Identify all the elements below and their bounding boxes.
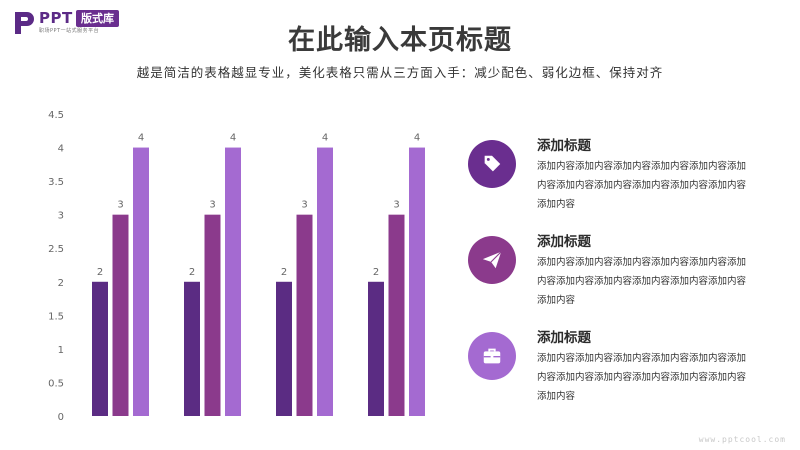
bar	[388, 214, 405, 416]
bar	[184, 281, 200, 416]
bar-data-label: 2	[189, 267, 195, 278]
bar-data-label: 3	[117, 200, 123, 211]
y-tick-label: 2	[58, 278, 64, 289]
feature-item-1: 添加标题 添加内容添加内容添加内容添加内容添加内容添加内容添加内容添加内容添加内…	[468, 134, 768, 214]
feature-title: 添加标题	[537, 330, 591, 346]
y-tick-label: 0	[58, 412, 64, 423]
y-tick-label: 3.5	[48, 177, 64, 188]
bar-data-label: 4	[322, 133, 328, 144]
feature-body: 添加内容添加内容添加内容添加内容添加内容添加内容添加内容添加内容添加内容添加内容…	[537, 161, 747, 210]
feature-icon-circle	[468, 140, 516, 188]
bar-data-label: 2	[97, 267, 103, 278]
bar-data-label: 2	[281, 267, 287, 278]
feature-item-3: 添加标题 添加内容添加内容添加内容添加内容添加内容添加内容添加内容添加内容添加内…	[468, 326, 768, 406]
tag-icon	[484, 155, 501, 172]
y-tick-label: 2.5	[48, 244, 64, 255]
y-tick-label: 4.5	[48, 110, 64, 121]
logo-mark-icon	[15, 12, 34, 34]
bar	[409, 147, 425, 417]
feature-body: 添加内容添加内容添加内容添加内容添加内容添加内容添加内容添加内容添加内容添加内容…	[537, 257, 747, 306]
bar-data-label: 4	[138, 133, 144, 144]
y-tick-label: 0.5	[48, 378, 64, 389]
y-tick-label: 1.5	[48, 311, 64, 322]
bar-chart-svg: 0 0.5 1 1.5 2 2.5 3 3.5 4 4.5 2 3 4 2 3 4 2 3 4 2 3 4	[48, 110, 425, 423]
bar-data-label: 3	[301, 200, 307, 211]
logo-tagline: 职场PPT一站式服务平台	[39, 28, 100, 34]
y-tick-label: 1	[58, 345, 64, 356]
page-title: 在此输入本页标题	[288, 25, 512, 56]
bar	[225, 147, 241, 417]
bar	[133, 147, 149, 417]
bar	[112, 214, 129, 416]
watermark: www.pptcool.com	[698, 435, 786, 444]
feature-body: 添加内容添加内容添加内容添加内容添加内容添加内容添加内容添加内容添加内容添加内容…	[537, 353, 747, 402]
feature-title: 添加标题	[537, 234, 591, 250]
bar-chart: 0 0.5 1 1.5 2 2.5 3 3.5 4 4.5 2 3 4 2 3 4 2 3 4 2 3 4	[0, 100, 450, 430]
feature-icon-circle	[468, 236, 516, 284]
bar-data-label: 2	[373, 267, 379, 278]
bar	[368, 281, 384, 416]
feature-icon-circle	[468, 332, 516, 380]
bar-data-label: 3	[393, 200, 399, 211]
bar-data-label: 4	[230, 133, 236, 144]
page-subtitle: 越是简洁的表格越显专业，美化表格只需从三方面入手：减少配色、弱化边框、保持对齐	[136, 65, 664, 80]
bar	[92, 281, 108, 416]
logo-text: PPT	[39, 9, 73, 27]
logo-badge: 版式库	[76, 10, 119, 27]
paper-plane-icon	[482, 251, 502, 269]
bar	[296, 214, 313, 416]
logo: PPT 版式库 职场PPT一站式服务平台	[12, 9, 162, 38]
bar	[317, 147, 333, 417]
y-tick-label: 3	[58, 211, 64, 222]
y-tick-label: 4	[58, 144, 64, 155]
briefcase-icon	[483, 348, 501, 364]
feature-item-2: 添加标题 添加内容添加内容添加内容添加内容添加内容添加内容添加内容添加内容添加内…	[468, 230, 768, 310]
bar-data-label: 3	[209, 200, 215, 211]
bar	[204, 214, 221, 416]
bar	[276, 281, 292, 416]
feature-title: 添加标题	[537, 138, 591, 154]
bar-data-label: 4	[414, 133, 420, 144]
